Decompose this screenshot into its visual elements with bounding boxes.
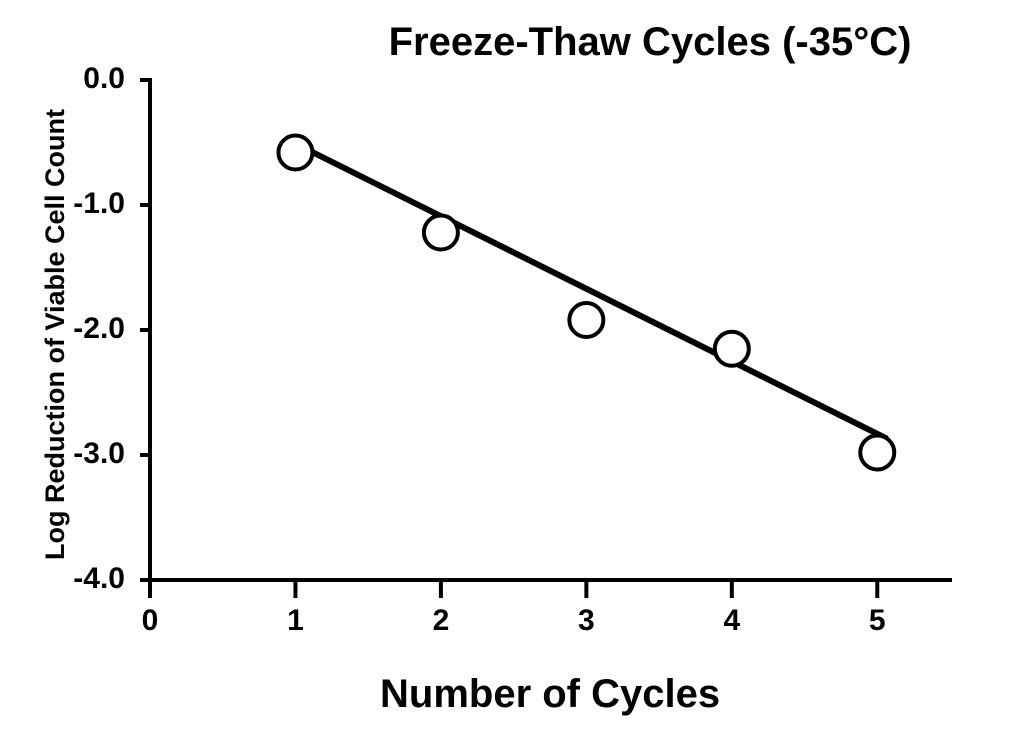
plot-area [140, 60, 960, 600]
y-tick-label: -1.0 [55, 187, 125, 221]
x-axis-label: Number of Cycles [380, 672, 720, 717]
data-point [860, 436, 894, 470]
x-tick-label: 3 [566, 604, 606, 638]
x-tick-label: 4 [712, 604, 752, 638]
y-tick-label: -2.0 [55, 312, 125, 346]
x-tick-label: 2 [421, 604, 461, 638]
data-point [569, 303, 603, 337]
y-tick-label: -3.0 [55, 437, 125, 471]
y-tick-label: 0.0 [55, 62, 125, 96]
data-point [715, 332, 749, 366]
data-point [424, 216, 458, 250]
data-point [278, 136, 312, 170]
y-tick-label: -4.0 [55, 562, 125, 596]
x-tick-label: 0 [130, 604, 170, 638]
x-tick-label: 1 [275, 604, 315, 638]
x-tick-label: 5 [857, 604, 897, 638]
chart-container: Freeze-Thaw Cycles (-35°C) Log Reduction… [0, 0, 1024, 747]
chart-title: Freeze-Thaw Cycles (-35°C) [260, 20, 1024, 65]
fit-line [288, 140, 884, 438]
